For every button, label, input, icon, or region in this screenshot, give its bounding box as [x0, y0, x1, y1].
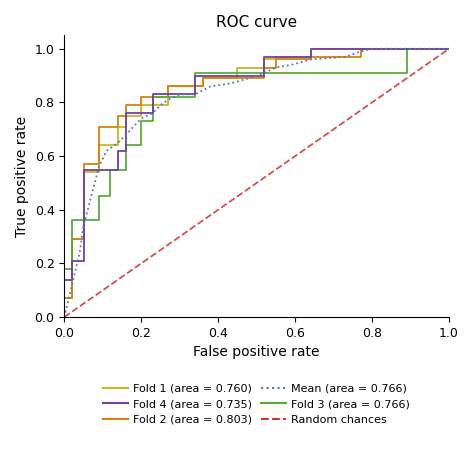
X-axis label: False positive rate: False positive rate — [193, 345, 320, 359]
Legend: Fold 1 (area = 0.760), Fold 4 (area = 0.735), Fold 2 (area = 0.803), Mean (area : Fold 1 (area = 0.760), Fold 4 (area = 0.… — [99, 379, 414, 429]
Title: ROC curve: ROC curve — [216, 15, 297, 30]
Y-axis label: True positive rate: True positive rate — [15, 116, 29, 237]
